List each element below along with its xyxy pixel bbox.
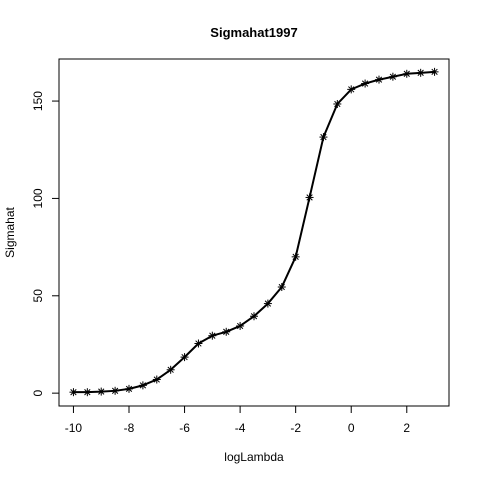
data-point-marker [83, 388, 92, 397]
data-point-marker [236, 321, 245, 330]
plot-frame [58, 58, 450, 407]
data-point-marker [138, 381, 147, 390]
y-tick-label: 100 [31, 188, 45, 208]
data-point-marker [166, 365, 175, 374]
x-tick-label: -10 [65, 421, 83, 435]
x-axis-label: logLambda [224, 450, 284, 464]
data-point-marker [305, 193, 314, 202]
data-point-marker [430, 67, 439, 76]
data-point-marker [333, 99, 342, 108]
data-point-marker [263, 299, 272, 308]
data-point-marker [291, 252, 300, 261]
series-layer [69, 67, 439, 397]
y-tick-label: 150 [31, 91, 45, 111]
data-point-marker [375, 75, 383, 84]
x-axis: -10 -8 -6 -4 -2 0 2 [65, 405, 410, 435]
y-tick-label: 50 [31, 289, 45, 303]
data-point-marker [222, 327, 231, 336]
data-point-marker [347, 85, 356, 94]
data-point-marker [319, 133, 328, 142]
data-point-marker [250, 312, 258, 321]
data-point-marker [111, 386, 120, 395]
data-point-marker [69, 388, 78, 397]
data-point-marker [125, 384, 133, 393]
series-line [73, 70, 435, 394]
x-tick-label: -6 [179, 421, 190, 435]
y-axis: 0 50 100 150 [31, 91, 60, 396]
data-point-marker [194, 339, 203, 348]
data-point-marker [277, 283, 286, 292]
data-point-marker [97, 387, 106, 396]
data-point-marker [402, 69, 411, 78]
chart-title: Sigmahat1997 [210, 25, 297, 40]
y-tick-label: 0 [31, 389, 45, 396]
data-point-marker [416, 68, 425, 77]
data-point-marker [208, 331, 217, 340]
x-tick-label: -2 [290, 421, 301, 435]
data-point-marker [180, 353, 189, 362]
data-point-marker [152, 375, 161, 384]
data-point-marker [388, 72, 397, 81]
x-tick-label: 2 [403, 421, 410, 435]
x-tick-label: 0 [348, 421, 355, 435]
y-axis-label: Sigmahat [3, 206, 17, 257]
x-tick-label: -8 [124, 421, 135, 435]
data-point-marker [361, 79, 370, 88]
x-tick-label: -4 [235, 421, 246, 435]
